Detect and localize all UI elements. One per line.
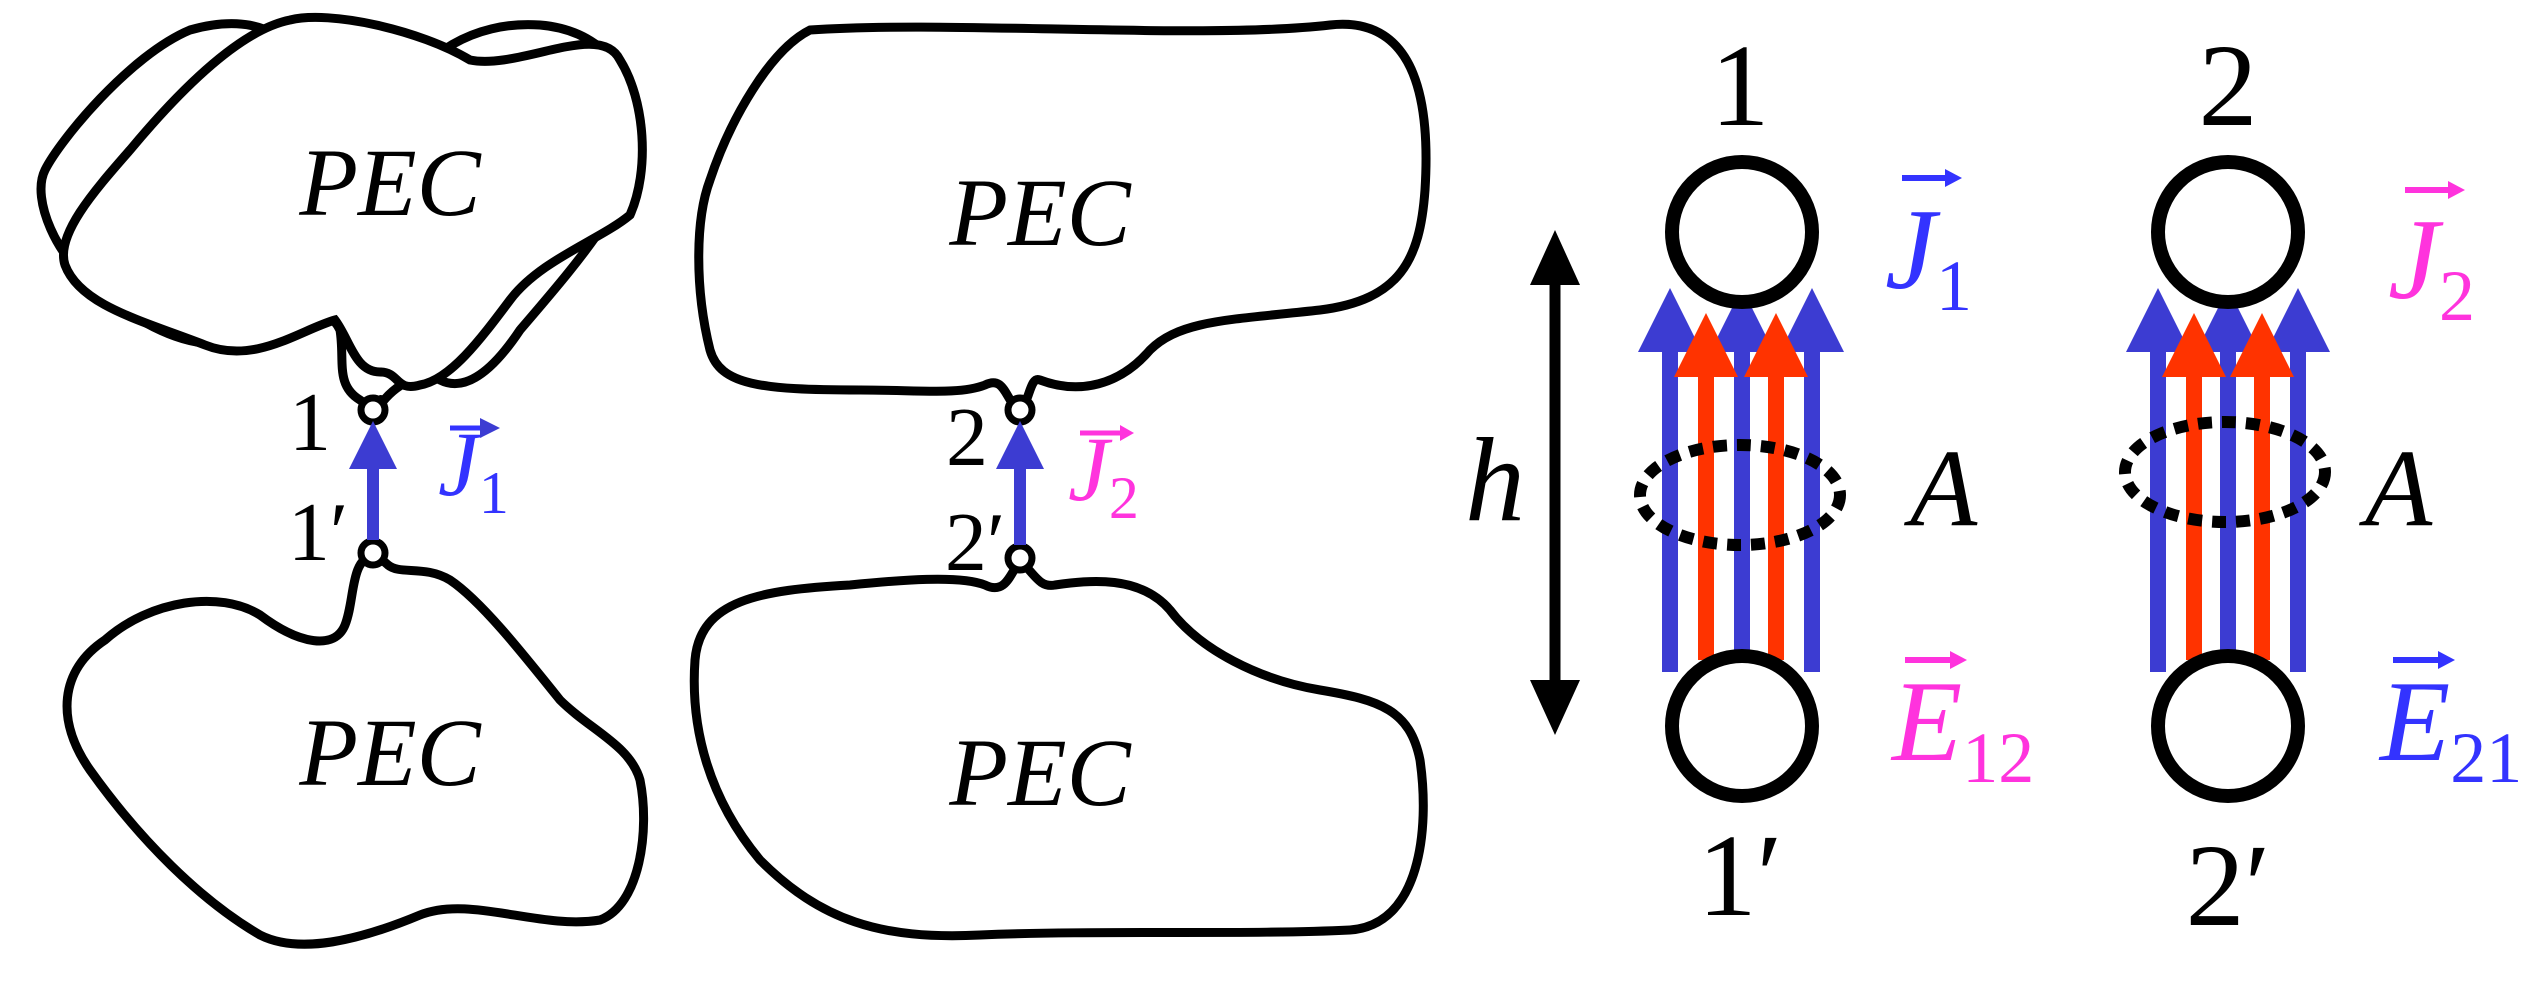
terminal-bottom-label: 2′ xyxy=(945,496,1005,589)
current-label: J2 xyxy=(2388,181,2475,336)
pec-top-outline xyxy=(694,19,1431,419)
current-subscript: 1 xyxy=(479,460,509,526)
wire-top xyxy=(1665,155,1819,309)
terminal-top-label: 2 xyxy=(2199,20,2258,151)
pec-bottom-outline xyxy=(62,550,649,949)
svg-text:J2: J2 xyxy=(2388,196,2475,336)
pec-top-label: PEC xyxy=(948,159,1131,266)
height-arrowhead-bottom xyxy=(1530,680,1580,735)
height-label: h xyxy=(1465,413,1525,546)
svg-text:E21: E21 xyxy=(2378,658,2522,798)
terminal-node-top xyxy=(357,394,389,426)
area-contour xyxy=(1634,439,1846,551)
current-label: J2 xyxy=(1068,418,1139,531)
pec-top-body xyxy=(36,19,646,409)
svg-text:E12: E12 xyxy=(1890,658,2034,798)
terminal-node-bottom xyxy=(357,537,389,569)
wire-top xyxy=(2151,155,2305,309)
terminal-bottom-label: 1′ xyxy=(288,486,348,579)
middle-antenna: PEC PEC 2 2′ J2 xyxy=(689,19,1431,941)
field-subscript: 12 xyxy=(1962,718,2034,798)
current-label: J1 xyxy=(438,413,509,526)
area-contour xyxy=(2119,416,2331,528)
terminal-top-label: 1 xyxy=(1711,20,1770,151)
field-subscript: 21 xyxy=(2450,718,2522,798)
terminal-node-bottom xyxy=(1004,542,1036,574)
current-subscript: 2 xyxy=(1109,465,1139,531)
terminal-top-label: 2 xyxy=(946,391,988,484)
terminal-top-label: 1 xyxy=(289,376,331,469)
terminal-node-top xyxy=(1004,394,1036,426)
current-subscript: 2 xyxy=(2439,256,2475,336)
current-subscript: 1 xyxy=(1936,246,1972,326)
terminal-bottom-label: 2′ xyxy=(2186,820,2271,951)
model-2: 2 2′ A J2 E21 xyxy=(2119,20,2522,951)
field-symbol: E xyxy=(2378,658,2450,785)
height-indicator: h xyxy=(1465,230,1580,735)
field-label: E12 xyxy=(1890,651,2034,798)
area-label: A xyxy=(2358,427,2433,549)
pec-bottom-outline xyxy=(689,552,1428,941)
left-antenna: PEC PEC 1 1′ J1 xyxy=(36,12,649,949)
pec-bottom-label: PEC xyxy=(948,719,1131,826)
pec-bottom-label: PEC xyxy=(298,699,481,806)
pec-top-outline xyxy=(59,12,647,391)
current-label: J1 xyxy=(1885,169,1972,326)
current-symbol: J xyxy=(2388,196,2444,323)
pec-top-label: PEC xyxy=(298,129,481,236)
model-1: 1 1′ A J1 E12 xyxy=(1634,20,2034,941)
area-label: A xyxy=(1903,427,1978,549)
wire-bottom xyxy=(2151,649,2305,803)
field-label: E21 xyxy=(2378,651,2522,798)
current-symbol: J xyxy=(1885,186,1941,313)
wire-bottom xyxy=(1665,649,1819,803)
svg-text:J1: J1 xyxy=(1885,186,1972,326)
height-arrowhead-top xyxy=(1530,230,1580,285)
field-symbol: E xyxy=(1890,658,1962,785)
terminal-bottom-label: 1′ xyxy=(1698,810,1783,941)
